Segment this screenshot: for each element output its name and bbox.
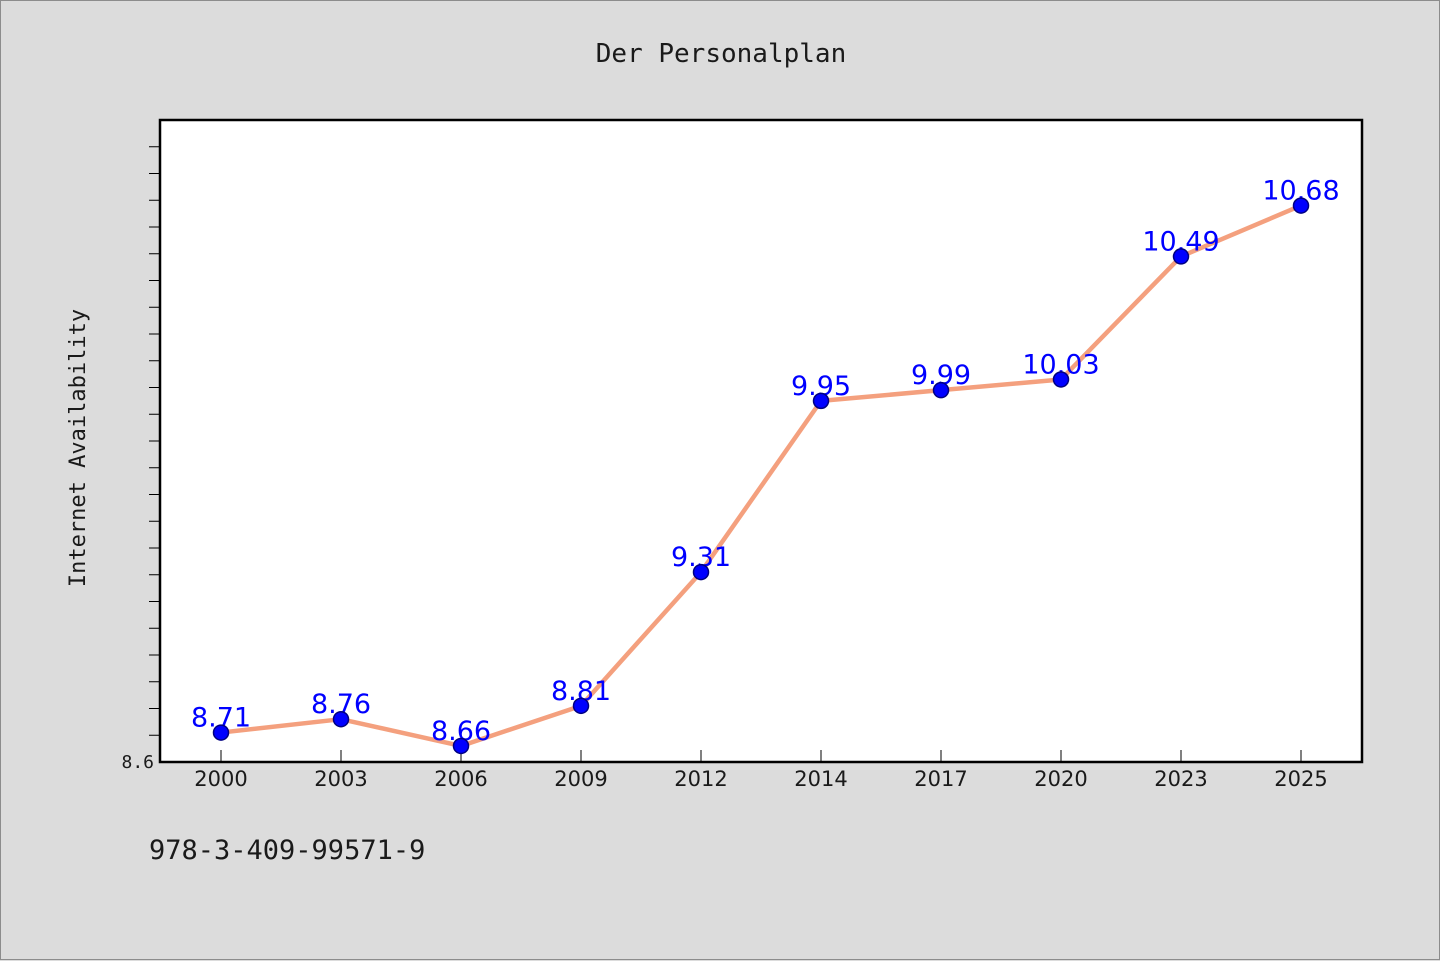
data-point [212,724,230,741]
x-tick-label: 2014 [794,767,847,791]
x-tick-label: 2009 [554,767,607,791]
x-tick-label: 2012 [674,767,727,791]
data-point [692,563,710,581]
x-tick-label: 2006 [434,767,487,791]
data-point [812,392,830,410]
data-point [1172,248,1190,265]
x-tick-label: 2025 [1274,767,1327,791]
data-point [932,381,950,399]
x-tick-label: 2023 [1154,767,1207,791]
x-tick-label: 2000 [194,767,247,791]
plot-area [158,118,1364,764]
y-tick-label: 8.6 [121,752,154,773]
x-tick-label: 2003 [314,767,367,791]
data-point [1052,371,1070,388]
series-line [218,203,1304,749]
data-point [572,697,590,715]
y-axis-ticks: 8.6 [121,146,159,773]
chart-title: Der Personalplan [596,39,846,69]
footer-note: 978-3-409-99571-9 [149,835,426,866]
data-point [452,737,470,755]
data-point [332,710,350,728]
y-axis-label: Internet Availability [66,309,91,587]
x-tick-label: 2020 [1034,767,1087,791]
x-tick-label: 2017 [914,767,967,791]
series-layer: 8.71 8.768.668.819.319.95 9.99 10.0310.4910… [191,176,1340,755]
x-axis-ticks: 2000 2003 2006 2009 2012 2014 2017 2020 2023 2025 [194,750,1328,791]
data-point [1292,197,1310,214]
